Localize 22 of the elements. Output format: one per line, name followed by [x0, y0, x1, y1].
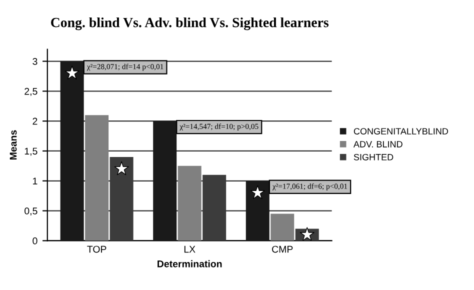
- y-tick-label: 0: [32, 237, 38, 244]
- bar: [60, 61, 84, 241]
- legend-label: SIGHTED: [354, 154, 394, 160]
- legend-label: CONGENITALLYBLIND: [354, 128, 448, 134]
- bar: [153, 121, 177, 241]
- x-tick-label: TOP: [87, 246, 106, 253]
- y-axis-title: Means: [10, 130, 17, 160]
- x-tick-label: CMP: [272, 246, 293, 253]
- bar: [178, 166, 202, 241]
- bar: [85, 115, 109, 241]
- y-tick-label: 2: [32, 118, 38, 125]
- legend-label: ADV. BLIND: [353, 141, 402, 148]
- y-tick-label: 1: [33, 178, 38, 184]
- y-tick-label: 3: [32, 58, 38, 65]
- y-tick-label: 1,5: [24, 148, 38, 156]
- y-tick-label: 2,5: [24, 88, 38, 96]
- bar: [270, 214, 294, 241]
- y-tick-label: 0,5: [24, 208, 38, 216]
- chart-title: Cong. blind Vs. Adv. blind Vs. Sighted learners: [51, 17, 329, 30]
- bar: [246, 180, 270, 241]
- x-tick-label: LX: [184, 246, 196, 253]
- x-axis-title: Determination: [158, 260, 222, 268]
